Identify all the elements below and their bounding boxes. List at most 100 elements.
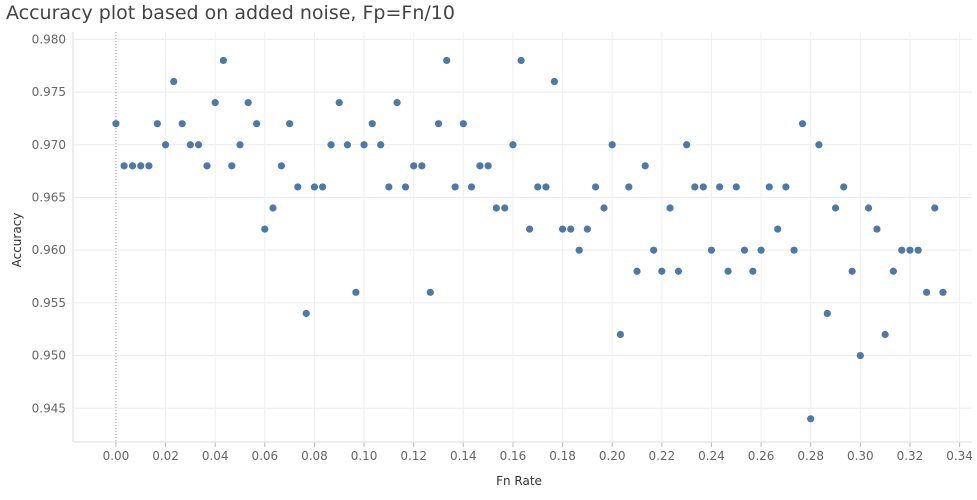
data-point[interactable] — [765, 183, 773, 191]
data-point[interactable] — [170, 77, 178, 86]
data-point[interactable] — [683, 141, 691, 149]
data-point[interactable] — [658, 267, 666, 275]
data-point[interactable] — [798, 120, 807, 128]
data-point[interactable] — [112, 120, 120, 128]
data-point[interactable] — [881, 330, 889, 339]
data-point[interactable] — [823, 309, 831, 318]
data-point[interactable] — [286, 120, 294, 128]
data-point[interactable] — [492, 204, 500, 212]
data-point[interactable] — [757, 246, 765, 254]
data-point[interactable] — [716, 183, 724, 191]
data-point[interactable] — [360, 141, 368, 149]
data-point[interactable] — [335, 99, 343, 107]
data-point[interactable] — [550, 77, 558, 86]
data-point[interactable] — [484, 162, 492, 170]
data-point[interactable] — [774, 225, 782, 233]
data-point[interactable] — [583, 225, 591, 233]
data-point[interactable] — [261, 225, 269, 233]
data-point[interactable] — [856, 351, 864, 360]
data-point[interactable] — [236, 141, 244, 149]
data-point[interactable] — [616, 330, 624, 339]
data-point[interactable] — [194, 141, 203, 149]
data-point[interactable] — [732, 183, 740, 191]
data-point[interactable] — [343, 141, 352, 149]
data-point[interactable] — [418, 162, 426, 170]
data-point[interactable] — [699, 183, 707, 191]
data-point[interactable] — [625, 183, 633, 191]
data-point[interactable] — [211, 99, 219, 107]
data-point[interactable] — [873, 225, 881, 233]
data-point[interactable] — [128, 162, 137, 170]
data-point[interactable] — [459, 120, 467, 128]
data-point[interactable] — [410, 162, 418, 170]
data-point[interactable] — [939, 288, 947, 296]
data-point[interactable] — [153, 120, 161, 128]
data-point[interactable] — [145, 162, 153, 170]
data-point[interactable] — [120, 162, 128, 170]
data-point[interactable] — [277, 162, 286, 170]
data-point[interactable] — [517, 56, 525, 65]
data-point[interactable] — [393, 99, 401, 107]
data-point[interactable] — [434, 120, 443, 128]
data-point[interactable] — [575, 246, 583, 254]
data-point[interactable] — [691, 183, 699, 191]
data-point[interactable] — [898, 246, 906, 254]
data-point[interactable] — [401, 183, 410, 191]
data-point[interactable] — [790, 246, 798, 254]
data-point[interactable] — [228, 162, 236, 170]
data-point[interactable] — [807, 415, 815, 423]
data-point[interactable] — [219, 56, 227, 65]
data-point[interactable] — [443, 56, 451, 65]
data-point[interactable] — [864, 204, 873, 212]
data-point[interactable] — [377, 141, 385, 149]
data-point[interactable] — [525, 225, 534, 233]
data-point[interactable] — [641, 162, 649, 170]
data-point[interactable] — [302, 309, 310, 318]
data-point[interactable] — [633, 267, 641, 275]
data-point[interactable] — [600, 204, 608, 212]
data-point[interactable] — [476, 162, 484, 170]
data-point[interactable] — [368, 120, 376, 128]
data-point[interactable] — [501, 204, 509, 212]
data-point[interactable] — [650, 246, 658, 254]
data-point[interactable] — [203, 162, 211, 170]
data-point[interactable] — [451, 183, 459, 191]
data-point[interactable] — [567, 225, 575, 233]
data-point[interactable] — [310, 183, 319, 191]
data-point[interactable] — [931, 204, 939, 212]
data-point[interactable] — [319, 183, 327, 191]
data-point[interactable] — [922, 288, 931, 296]
data-point[interactable] — [740, 246, 749, 254]
data-point[interactable] — [707, 246, 716, 254]
data-point[interactable] — [542, 183, 550, 191]
data-point[interactable] — [906, 246, 914, 254]
data-point[interactable] — [467, 183, 476, 191]
data-point[interactable] — [426, 288, 434, 296]
data-point[interactable] — [782, 183, 790, 191]
data-point[interactable] — [591, 183, 600, 191]
data-point[interactable] — [161, 141, 170, 149]
data-point[interactable] — [186, 141, 194, 149]
data-point[interactable] — [137, 162, 145, 170]
data-point[interactable] — [294, 183, 302, 191]
data-point[interactable] — [352, 288, 360, 296]
data-point[interactable] — [724, 267, 732, 275]
data-point[interactable] — [749, 267, 757, 275]
data-point[interactable] — [889, 267, 897, 275]
data-point[interactable] — [327, 141, 335, 149]
data-point[interactable] — [840, 183, 848, 191]
data-point[interactable] — [674, 267, 683, 275]
data-point[interactable] — [244, 99, 252, 107]
data-point[interactable] — [509, 141, 517, 149]
data-point[interactable] — [831, 204, 840, 212]
data-point[interactable] — [608, 141, 616, 149]
data-point[interactable] — [558, 225, 567, 233]
data-point[interactable] — [848, 267, 856, 275]
data-point[interactable] — [914, 246, 922, 254]
data-point[interactable] — [666, 204, 674, 212]
data-point[interactable] — [534, 183, 542, 191]
data-point[interactable] — [385, 183, 393, 191]
data-point[interactable] — [253, 120, 261, 128]
data-point[interactable] — [815, 141, 823, 149]
data-point[interactable] — [178, 120, 186, 128]
